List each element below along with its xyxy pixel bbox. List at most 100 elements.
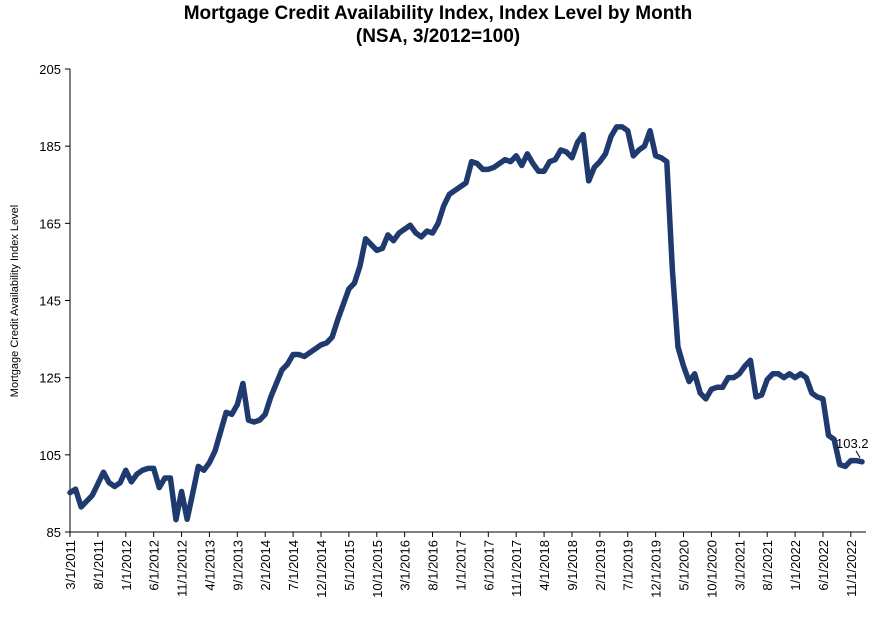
y-axis-label: Mortgage Credit Availability Index Level <box>9 205 21 397</box>
chart-title-block: Mortgage Credit Availability Index, Inde… <box>0 2 876 48</box>
data-point <box>202 468 206 472</box>
data-point <box>118 481 122 485</box>
data-point <box>810 391 814 395</box>
data-point <box>397 231 401 235</box>
x-tick-label: 8/1/2011 <box>91 540 106 590</box>
x-tick-label: 3/1/2021 <box>732 540 747 591</box>
data-point <box>687 380 691 384</box>
x-tick-label: 1/1/2022 <box>788 540 803 591</box>
x-tick-label: 1/1/2017 <box>453 540 468 591</box>
y-tick-label: 105 <box>39 448 61 463</box>
data-point <box>838 462 842 466</box>
data-point <box>626 129 630 133</box>
data-point <box>748 358 752 362</box>
data-point <box>737 372 741 376</box>
data-point <box>576 140 580 144</box>
data-point <box>665 160 669 164</box>
data-point <box>648 129 652 133</box>
data-point <box>90 493 94 497</box>
x-tick-label: 6/1/2022 <box>816 540 831 591</box>
data-point <box>302 354 306 358</box>
data-point <box>280 368 284 372</box>
data-point <box>352 281 356 285</box>
data-point <box>347 287 351 291</box>
data-point <box>481 167 485 171</box>
x-tick-label: 6/1/2017 <box>481 540 496 591</box>
x-tick-label: 7/1/2014 <box>286 540 301 591</box>
data-point <box>224 410 228 414</box>
x-tick-label: 12/1/2014 <box>314 540 329 598</box>
data-point <box>185 517 189 521</box>
data-point <box>804 376 808 380</box>
x-tick-label: 5/1/2015 <box>342 540 357 591</box>
data-point <box>263 412 267 416</box>
x-tick-label: 10/1/2015 <box>370 540 385 598</box>
data-point <box>447 192 451 196</box>
data-point <box>704 397 708 401</box>
data-point <box>163 476 167 480</box>
data-point <box>341 302 345 306</box>
x-tick-label: 11/1/2017 <box>509 540 524 597</box>
data-point <box>113 484 117 488</box>
y-tick-label: 125 <box>39 371 61 386</box>
data-point <box>219 430 223 434</box>
data-point <box>771 372 775 376</box>
data-point <box>581 133 585 137</box>
data-point <box>464 181 468 185</box>
data-point <box>129 480 133 484</box>
data-point <box>497 162 501 166</box>
data-point <box>458 185 462 189</box>
x-tick-label: 2/1/2014 <box>258 540 273 591</box>
data-point <box>620 125 624 129</box>
end-label-leader <box>855 450 861 459</box>
data-point <box>386 233 390 237</box>
data-point <box>827 434 831 438</box>
data-point <box>721 385 725 389</box>
data-point <box>180 489 184 493</box>
data-point <box>642 144 646 148</box>
data-point <box>631 154 635 158</box>
data-point <box>754 395 758 399</box>
x-tick-label: 10/1/2020 <box>704 540 719 598</box>
data-point <box>520 163 524 167</box>
x-tick-label: 3/1/2016 <box>398 540 413 591</box>
data-point <box>787 372 791 376</box>
data-point <box>659 156 663 160</box>
axes <box>69 69 866 533</box>
x-tick-label: 5/1/2020 <box>677 540 692 591</box>
data-point <box>682 364 686 368</box>
data-point <box>815 395 819 399</box>
data-point <box>559 148 563 152</box>
data-point <box>436 221 440 225</box>
data-point <box>514 154 518 158</box>
x-tick-label: 3/1/2011 <box>63 540 78 590</box>
data-point <box>291 353 295 357</box>
data-point <box>174 518 178 522</box>
chart-subtitle: (NSA, 3/2012=100) <box>355 26 521 47</box>
data-point <box>258 418 262 422</box>
data-point <box>603 152 607 156</box>
data-point <box>85 499 89 503</box>
data-point <box>358 264 362 268</box>
y-tick-label: 205 <box>39 62 61 77</box>
data-point <box>313 347 317 351</box>
x-tick-label: 8/1/2016 <box>426 540 441 591</box>
data-point <box>146 466 150 470</box>
data-point <box>319 343 323 347</box>
data-point <box>743 364 747 368</box>
data-point <box>96 482 100 486</box>
data-point <box>615 125 619 129</box>
series-points <box>68 125 864 522</box>
data-point <box>570 156 574 160</box>
x-tick-label: 9/1/2013 <box>230 540 245 591</box>
y-tick-label: 185 <box>39 139 61 154</box>
data-point <box>860 460 864 464</box>
data-point <box>715 385 719 389</box>
data-point <box>509 160 513 164</box>
data-point <box>391 239 395 243</box>
data-point <box>453 189 457 193</box>
y-tick-label: 165 <box>39 216 61 231</box>
data-point <box>408 223 412 227</box>
data-point <box>325 341 329 345</box>
data-point <box>297 353 301 357</box>
